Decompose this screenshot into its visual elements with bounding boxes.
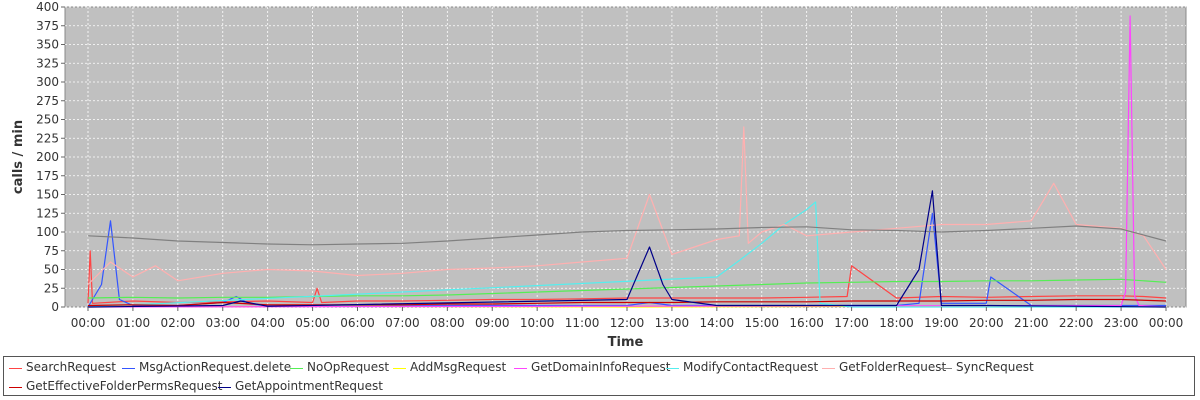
legend-label: GetDomainInfoRequest [531,360,671,374]
x-tick-label: 06:00 [340,316,375,330]
axes: 0 25 50 75 100 125 150 175 200 225 250 275 300 325 350… [36,0,1183,330]
y-axis-title: calls / min [11,120,26,194]
series-line-syncrequest [87,225,1167,246]
series-line-getfolderrequest [87,126,1167,285]
legend-label: AddMsgRequest [410,360,507,374]
x-tick-label: 20:00 [969,316,1004,330]
x-tick-label: 15:00 [744,316,779,330]
legend-swatch [822,368,835,369]
legend-swatch [122,368,135,369]
series-line-geteffectivefolderpermsrequest [87,298,1167,307]
y-tick-label: 350 [36,38,59,52]
series-lines [87,15,1167,308]
y-tick-label: 375 [36,19,59,33]
legend-label: MsgActionRequest.delete [139,360,292,374]
legend: SearchRequest MsgActionRequest.delete NoOp… [3,356,1195,396]
x-tick-label: 03:00 [205,316,240,330]
series-line-getappointmentrequest [87,190,1167,308]
x-tick-label: 08:00 [430,316,465,330]
x-tick-label: 04:00 [250,316,285,330]
x-tick-label: 19:00 [924,316,959,330]
x-tick-label: 00:00 [1149,316,1184,330]
legend-swatch [9,387,22,388]
x-tick-label: 13:00 [655,316,690,330]
x-tick-label: 05:00 [295,316,330,330]
legend-swatch [9,368,22,369]
legend-label: GetAppointmentRequest [235,379,383,393]
legend-label: GetFolderRequest [839,360,947,374]
y-tick-label: 75 [44,244,59,258]
series-line-nooprequest [87,278,1167,299]
series-line-searchrequest [87,250,1167,304]
legend-label: GetEffectiveFolderPermsRequest [26,379,223,393]
chart: 0 25 50 75 100 125 150 175 200 225 250 275 300 325 350… [11,0,1187,350]
x-tick-label: 10:00 [520,316,555,330]
legend-label: ModifyContactRequest [683,360,819,374]
y-tick-label: 300 [36,75,59,89]
legend-swatch [939,368,952,369]
y-tick-label: 125 [36,206,59,220]
legend-swatch [393,368,406,369]
y-tick-label: 150 [36,188,59,202]
x-tick-label: 00:00 [71,316,106,330]
y-tick-label: 325 [36,56,59,70]
y-tick-label: 400 [36,0,59,14]
x-tick-label: 01:00 [116,316,151,330]
series-line-getdomaininforequest [87,15,1167,308]
x-tick-label: 14:00 [700,316,735,330]
y-tick-label: 225 [36,131,59,145]
y-tick-label: 0 [51,300,59,314]
x-tick-label: 07:00 [385,316,420,330]
x-tick-label: 23:00 [1104,316,1139,330]
y-tick-label: 25 [44,281,59,295]
x-tick-label: 18:00 [879,316,914,330]
legend-swatch [290,368,303,369]
x-tick-label: 16:00 [789,316,824,330]
x-axis-title: Time [608,335,644,350]
x-tick-label: 17:00 [834,316,869,330]
x-tick-label: 02:00 [161,316,196,330]
x-tick-label: 09:00 [475,316,510,330]
x-tick-label: 12:00 [610,316,645,330]
x-tick-label: 11:00 [565,316,600,330]
legend-swatch [218,387,231,388]
x-tick-label: 21:00 [1014,316,1049,330]
y-tick-label: 100 [36,225,59,239]
y-tick-label: 275 [36,94,59,108]
legend-swatch [514,368,527,369]
y-tick-label: 250 [36,113,59,127]
x-tick-label: 22:00 [1059,316,1094,330]
legend-label: SearchRequest [26,360,116,374]
y-tick-label: 175 [36,169,59,183]
legend-swatch [666,368,679,369]
y-tick-label: 50 [44,263,59,277]
legend-label: SyncRequest [956,360,1034,374]
y-tick-label: 200 [36,150,59,164]
legend-label: NoOpRequest [307,360,390,374]
